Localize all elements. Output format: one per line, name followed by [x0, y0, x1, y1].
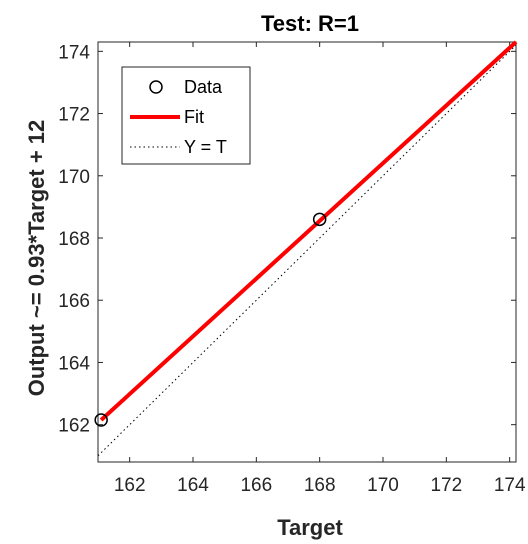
y-tick-label: 170	[58, 167, 90, 188]
x-tick-label: 170	[367, 475, 399, 496]
legend-yt-label: Y = T	[184, 137, 227, 157]
y-ticks: 162 164 166 168 170 172 174	[58, 42, 516, 437]
x-tick-label: 168	[304, 475, 336, 496]
legend-data-marker-icon	[149, 80, 163, 94]
legend-data-label: Data	[184, 77, 223, 97]
x-tick-label: 166	[240, 475, 272, 496]
y-tick-label: 162	[58, 416, 90, 437]
y-tick-label: 168	[58, 229, 90, 250]
data-point-marker	[312, 212, 327, 227]
legend-fit-label: Fit	[184, 107, 204, 127]
y-tick-label: 172	[58, 105, 90, 126]
identity-line	[97, 44, 517, 457]
series-layer	[94, 40, 518, 457]
x-tick-label: 164	[177, 475, 209, 496]
x-ticks: 162 164 166 168 170 172 174	[114, 42, 526, 496]
y-tick-label: 174	[58, 42, 90, 63]
x-tick-label: 174	[494, 475, 526, 496]
fit-line	[99, 40, 518, 422]
y-axis-label: Output ~= 0.93*Target + 12	[24, 120, 49, 397]
legend: Data Fit Y = T	[121, 66, 251, 165]
y-axis-label-group: Output ~= 0.93*Target + 12	[24, 120, 49, 397]
y-tick-label: 166	[58, 291, 90, 312]
chart-title: Test: R=1	[261, 11, 359, 36]
y-tick-label: 164	[58, 353, 90, 374]
data-point-marker	[94, 413, 108, 427]
x-axis-label: Target	[277, 515, 343, 540]
x-tick-label: 162	[114, 475, 146, 496]
x-tick-label: 172	[430, 475, 462, 496]
